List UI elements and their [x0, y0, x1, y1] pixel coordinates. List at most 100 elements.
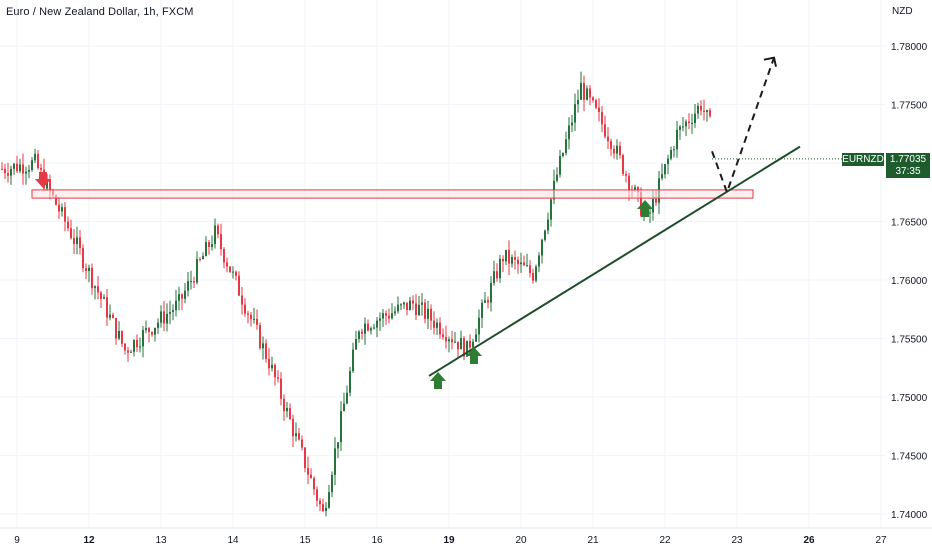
y-tick-label: 1.78000 [891, 42, 928, 53]
candle-body [319, 500, 321, 505]
candle-body [202, 256, 204, 260]
candle-body [58, 204, 60, 212]
candle-body [595, 100, 597, 108]
candle-body [505, 249, 507, 262]
candle-body [421, 302, 423, 305]
candle-body [445, 337, 447, 342]
candle-body [703, 110, 705, 112]
candle-body [601, 112, 603, 125]
candle-body [250, 314, 252, 320]
candle-body [379, 318, 381, 321]
candle-body [541, 239, 543, 256]
candle-body [283, 398, 285, 412]
candle-body [367, 323, 369, 331]
candle-body [598, 107, 600, 113]
candle-body [700, 105, 702, 111]
up-arrow [637, 200, 653, 217]
support-trendline [428, 145, 801, 377]
candle-body [40, 167, 42, 170]
candle-body [217, 225, 219, 235]
candle-body [28, 169, 30, 172]
candle-body [313, 478, 315, 490]
y-tick-label: 1.76500 [891, 218, 928, 229]
candle-body [688, 121, 690, 124]
candle-body [82, 248, 84, 269]
candle-body [178, 294, 180, 301]
candle-body [442, 334, 444, 338]
candle-body [676, 129, 678, 150]
candle-body [277, 377, 279, 379]
candle-body [10, 168, 12, 176]
candle-body [184, 290, 186, 299]
x-tick-label: 20 [515, 535, 527, 546]
candle-body [130, 351, 132, 353]
candle-body [94, 286, 96, 288]
candle-body [418, 304, 420, 316]
candle-body [460, 338, 462, 350]
candle-body [694, 113, 696, 123]
candle-body [634, 187, 636, 191]
candle-body [127, 350, 129, 353]
candle-body [346, 392, 348, 404]
x-tick-label: 9 [14, 535, 20, 546]
last-price-tag: EURNZD 1.77035 37:35 [842, 151, 930, 179]
candle-body [613, 148, 615, 154]
candle-body [76, 237, 78, 244]
projection-arrowhead [763, 56, 777, 67]
x-tick-label: 16 [371, 535, 383, 546]
candle-body [139, 346, 141, 348]
candle-body [616, 145, 618, 154]
candle-body [382, 313, 384, 319]
candle-body [682, 126, 684, 128]
candle-body [259, 324, 261, 349]
candle-body [136, 340, 138, 348]
candle-body [559, 156, 561, 175]
candle-body [430, 308, 432, 321]
candle-body [310, 474, 312, 479]
x-tick-label: 14 [227, 535, 239, 546]
resistance-zone [31, 189, 754, 199]
candle-body [607, 136, 609, 142]
candle-body [322, 504, 324, 511]
candle-body [604, 124, 606, 137]
candle-body [298, 433, 300, 440]
candle-body [556, 174, 558, 181]
candle-body [385, 313, 387, 316]
candle-body [490, 282, 492, 303]
candle-body [370, 328, 372, 331]
x-tick-label: 12 [83, 535, 95, 546]
candle-body [565, 139, 567, 154]
candle-body [472, 341, 474, 348]
candle-body [46, 179, 48, 189]
candle-body [400, 304, 402, 306]
candle-body [181, 294, 183, 299]
y-tick-label: 1.74000 [891, 510, 928, 521]
candle-body [232, 271, 234, 273]
candle-body [208, 242, 210, 247]
candle-body [226, 262, 228, 267]
candle-body [481, 302, 483, 318]
candle-body [97, 286, 99, 293]
candle-body [340, 411, 342, 443]
candle-body [670, 149, 672, 159]
candle-body [301, 439, 303, 448]
candle-body [463, 338, 465, 357]
candle-body [697, 105, 699, 114]
candle-body [106, 297, 108, 318]
y-tick-label: 1.75000 [891, 393, 928, 404]
candle-body [397, 304, 399, 312]
candle-body [247, 313, 249, 315]
candle-body [487, 300, 489, 303]
candle-body [364, 323, 366, 334]
candle-body [229, 266, 231, 273]
candle-body [64, 207, 66, 222]
candle-body [622, 155, 624, 174]
candle-body [640, 192, 642, 216]
candle-body [625, 173, 627, 176]
candle-body [619, 145, 621, 156]
candle-body [649, 212, 651, 214]
candle-body [304, 447, 306, 469]
candle-body [4, 169, 6, 174]
candle-body [220, 234, 222, 250]
candle-body [592, 97, 594, 101]
